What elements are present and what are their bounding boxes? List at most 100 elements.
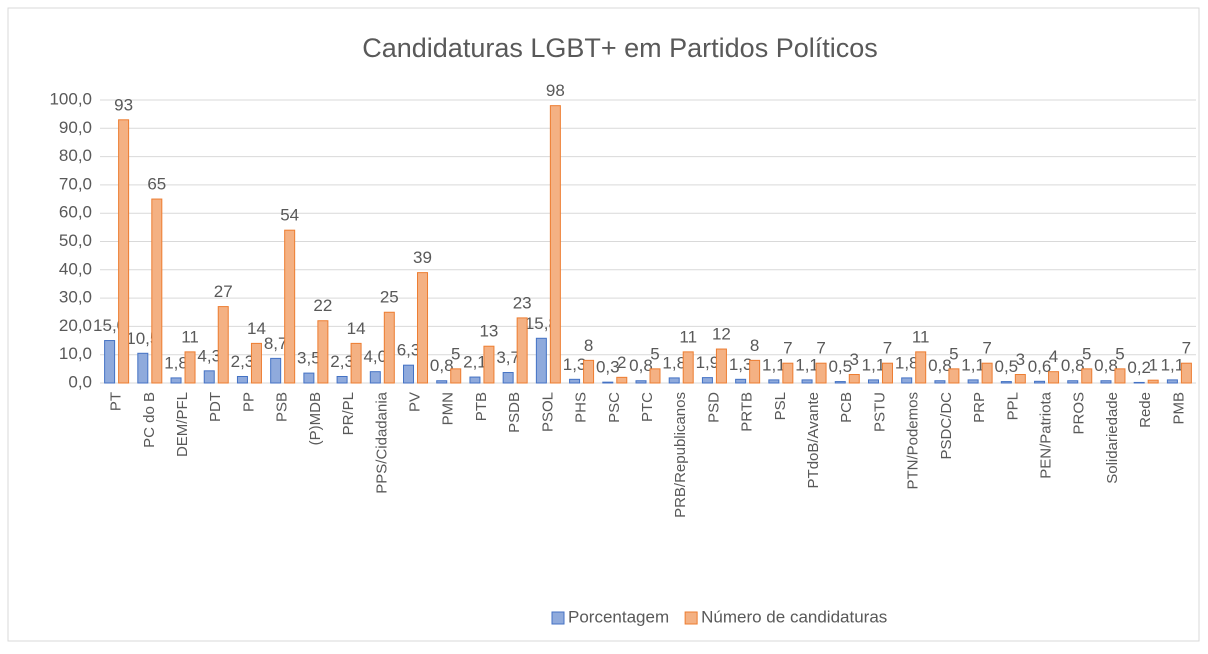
x-tick-label: PV (406, 392, 423, 412)
data-label: 0,8 (1061, 356, 1085, 375)
data-label: 0,6 (1028, 357, 1052, 376)
bar (535, 337, 547, 384)
data-label: 0,8 (629, 356, 653, 375)
data-label: 98 (546, 81, 565, 100)
data-label: 4 (1049, 347, 1058, 366)
x-tick-label: (P)MDB (307, 392, 324, 445)
bar (967, 379, 979, 384)
data-label: 6,3 (397, 341, 421, 360)
bar (502, 372, 514, 384)
data-label: 14 (247, 319, 266, 338)
y-tick-label: 40,0 (59, 259, 92, 278)
bar (369, 371, 381, 384)
bar (668, 377, 680, 384)
x-tick-label: PROS (1071, 392, 1088, 435)
data-label: 1,3 (729, 355, 753, 374)
bar (1048, 371, 1060, 384)
bar (848, 374, 860, 384)
data-label: 2,1 (463, 353, 487, 372)
bar (1081, 368, 1093, 384)
data-label: 11 (679, 327, 697, 346)
legend-label: Número de candidaturas (701, 607, 887, 626)
data-label: 14 (347, 319, 366, 338)
data-label: 1,1 (762, 355, 786, 374)
data-label: 5 (949, 344, 958, 363)
data-label: 1,8 (164, 353, 188, 372)
data-label: 5 (1082, 344, 1091, 363)
x-tick-label: PMN (440, 392, 457, 425)
data-label: 1,1 (862, 355, 886, 374)
data-label: 8 (584, 336, 593, 355)
x-tick-label: PP (240, 392, 257, 412)
bar (815, 362, 827, 384)
bar (649, 368, 661, 384)
bar (436, 380, 448, 384)
data-label: 3 (1016, 350, 1025, 369)
bar (137, 352, 149, 384)
bar (1100, 380, 1112, 384)
x-tick-label: PTN/Podemos (905, 392, 922, 490)
data-label: 5 (650, 344, 659, 363)
data-label: 3,7 (496, 348, 520, 367)
x-tick-label: PDT (207, 392, 224, 422)
x-tick-label: PRTB (739, 392, 756, 432)
bar (203, 370, 215, 384)
data-label: 0,8 (928, 356, 952, 375)
data-label: 5 (1115, 344, 1124, 363)
y-tick-label: 50,0 (59, 231, 92, 250)
x-tick-label: PSB (274, 392, 291, 422)
data-label: 1,8 (662, 353, 686, 372)
bar (1034, 380, 1046, 384)
bar (403, 364, 415, 384)
bar (682, 351, 694, 384)
bar (184, 351, 196, 384)
data-label: 0,5 (828, 357, 852, 376)
bar (1014, 374, 1026, 384)
y-tick-label: 20,0 (59, 316, 92, 335)
bar (901, 377, 913, 384)
x-tick-label: PSOL (539, 392, 556, 432)
bar (948, 368, 960, 384)
y-tick-label: 70,0 (59, 174, 92, 193)
bar (118, 119, 130, 384)
chart-frame (7, 7, 1200, 642)
data-label: 11 (181, 327, 199, 346)
bar (317, 320, 329, 384)
data-label: 15,8 (525, 314, 558, 333)
data-label: 8,7 (264, 334, 288, 353)
bar (701, 377, 713, 384)
data-label: 10,5 (126, 329, 159, 348)
data-label: 7 (883, 339, 892, 358)
x-tick-label: PSD (705, 392, 722, 423)
bar (217, 306, 229, 384)
bar (450, 368, 462, 384)
y-tick-label: 90,0 (59, 118, 92, 137)
y-tick-label: 100,0 (49, 89, 92, 108)
x-tick-label: PTdoB/Avante (805, 392, 822, 488)
data-label: 39 (413, 248, 432, 267)
data-label: 0,8 (430, 356, 454, 375)
data-label: 7 (982, 339, 991, 358)
bar (915, 351, 927, 384)
bar (284, 229, 296, 384)
data-label: 4,3 (197, 346, 221, 365)
x-tick-label: PT (108, 392, 125, 411)
bar (583, 359, 595, 384)
data-label: 8 (750, 336, 759, 355)
bar (417, 272, 429, 384)
data-label: 1,8 (895, 353, 919, 372)
data-label: 7 (816, 339, 825, 358)
legend-label: Porcentagem (568, 607, 669, 626)
data-label: 12 (712, 325, 731, 344)
x-tick-label: PSDC/DC (938, 392, 955, 460)
x-tick-label: PRB/Republicanos (672, 392, 689, 518)
bar (635, 380, 647, 384)
bar (981, 362, 993, 384)
data-label: 5 (451, 344, 460, 363)
bar (250, 342, 262, 384)
data-label: 54 (280, 206, 299, 225)
data-label: 1,9 (696, 353, 720, 372)
data-label: 2,3 (231, 352, 255, 371)
legend-swatch (551, 611, 565, 625)
